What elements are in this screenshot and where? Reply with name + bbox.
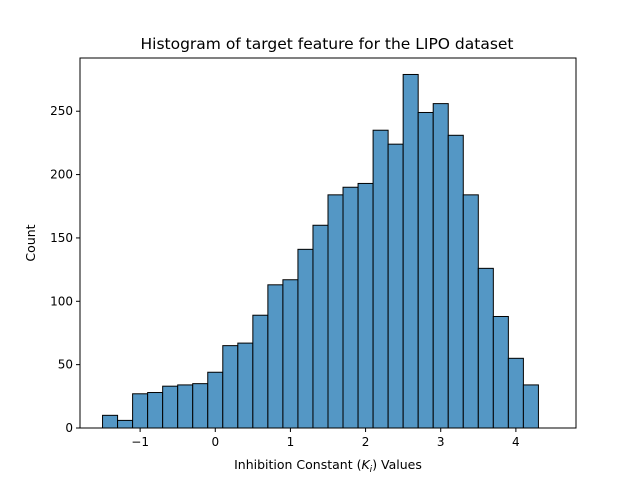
histogram-bar: [312, 224, 329, 429]
y-axis-ticks: 0 50 100 150 200 250: [50, 104, 80, 435]
y-tick-label: 100: [50, 294, 73, 308]
histogram-bar: [387, 143, 404, 429]
histogram-bar: [507, 357, 524, 429]
x-tick-label: 0: [211, 435, 219, 449]
histogram-bar: [267, 284, 284, 429]
histogram-bar: [327, 194, 344, 429]
histogram-bar: [357, 182, 374, 429]
histogram-bar: [402, 73, 419, 429]
histogram-bar: [522, 384, 539, 429]
x-tick-label: 4: [512, 435, 520, 449]
histogram-bar: [207, 371, 224, 429]
histogram-bar: [432, 103, 449, 429]
y-tick-label: 150: [50, 231, 73, 245]
x-tick-label: −1: [131, 435, 149, 449]
x-axis-ticks: −1 0 1 2 3 4: [131, 428, 520, 449]
histogram-bar: [237, 342, 254, 429]
histogram-bar: [162, 385, 179, 429]
histogram-bar: [147, 392, 164, 429]
histogram-bar: [132, 393, 149, 429]
y-axis-label: Count: [23, 224, 38, 261]
histogram-bar: [282, 279, 299, 429]
histogram-bar: [417, 111, 434, 429]
histogram-bar: [492, 315, 509, 429]
y-tick-label: 50: [58, 358, 73, 372]
histogram-bar: [252, 314, 269, 429]
y-tick-label: 0: [65, 421, 73, 435]
bars-group: [102, 73, 539, 429]
y-tick-label: 250: [50, 104, 73, 118]
histogram-bar: [177, 384, 194, 429]
histogram-bar: [477, 267, 494, 429]
histogram-bar: [102, 414, 119, 429]
histogram-bar: [372, 129, 389, 429]
histogram-bar: [192, 383, 209, 429]
histogram-bar: [462, 194, 479, 429]
plot-frame: [79, 57, 577, 429]
histogram-bar: [342, 186, 359, 429]
histogram-bar: [297, 248, 314, 429]
x-tick-label: 3: [437, 435, 445, 449]
x-axis-label: Inhibition Constant (Ki) Values: [234, 457, 422, 475]
x-tick-label: 1: [287, 435, 295, 449]
chart-title: Histogram of target feature for the LIPO…: [140, 35, 513, 53]
histogram-bar: [117, 419, 134, 429]
histogram-bar: [222, 345, 239, 429]
x-tick-label: 2: [362, 435, 370, 449]
y-tick-label: 200: [50, 168, 73, 182]
histogram-bar: [447, 134, 464, 429]
